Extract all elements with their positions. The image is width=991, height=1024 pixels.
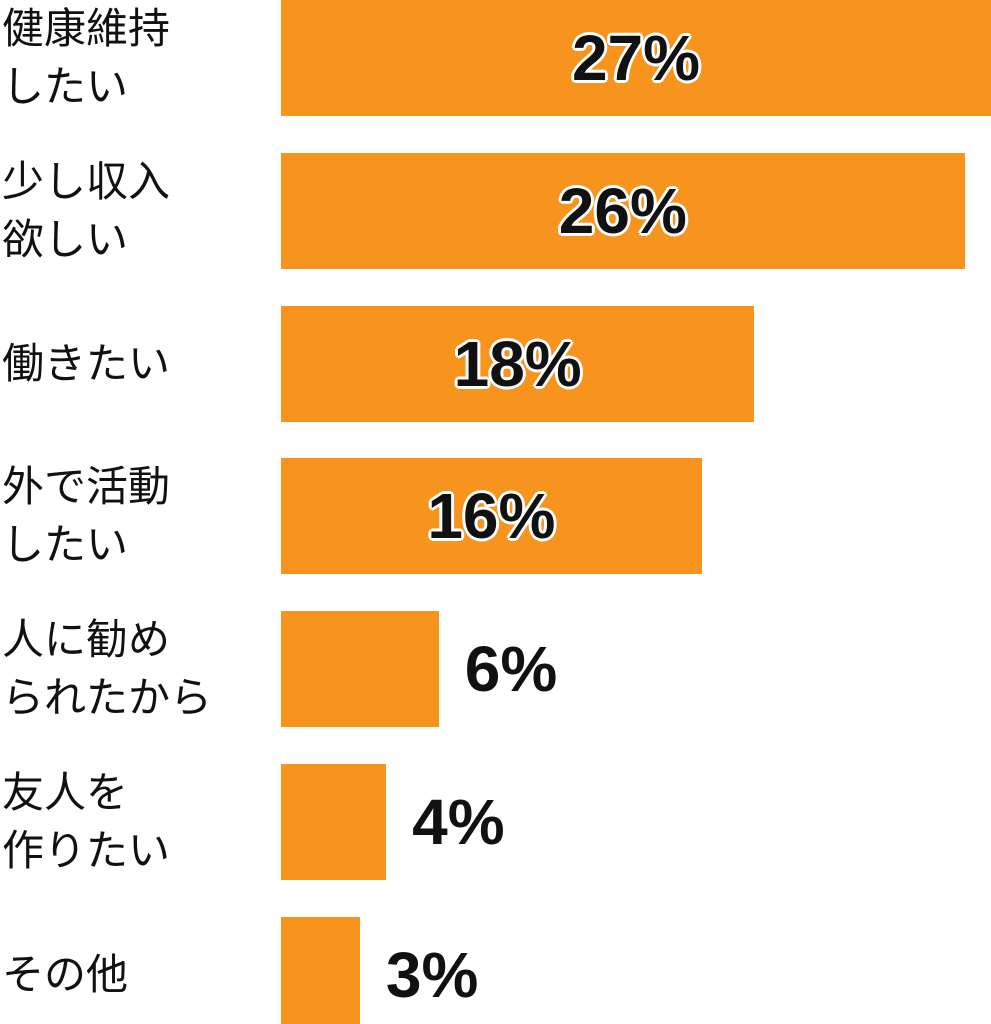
bar	[281, 611, 439, 728]
value-label: 27%	[571, 22, 701, 94]
value-label: 16%	[427, 480, 556, 553]
category-label: 外で活動 したい	[2, 462, 171, 570]
category-label: 働きたい	[2, 338, 171, 388]
bar	[281, 0, 991, 116]
bar	[281, 458, 702, 575]
bar	[281, 764, 387, 880]
bar	[281, 305, 755, 422]
value-label: 18%	[453, 327, 582, 400]
value-label: 4%	[412, 786, 505, 858]
value-label: 6%	[464, 633, 558, 706]
category-label: その他	[2, 949, 129, 999]
category-label: 友人を 作りたい	[2, 768, 171, 875]
value-label: 26%	[558, 174, 687, 247]
bar	[281, 152, 965, 269]
category-label: 人に勧め られたから	[2, 615, 213, 723]
bar	[281, 916, 360, 1024]
value-label: 3%	[385, 938, 479, 1011]
category-label: 少し収入 欲しい	[2, 156, 171, 264]
category-label: 健康維持 したい	[2, 4, 171, 111]
